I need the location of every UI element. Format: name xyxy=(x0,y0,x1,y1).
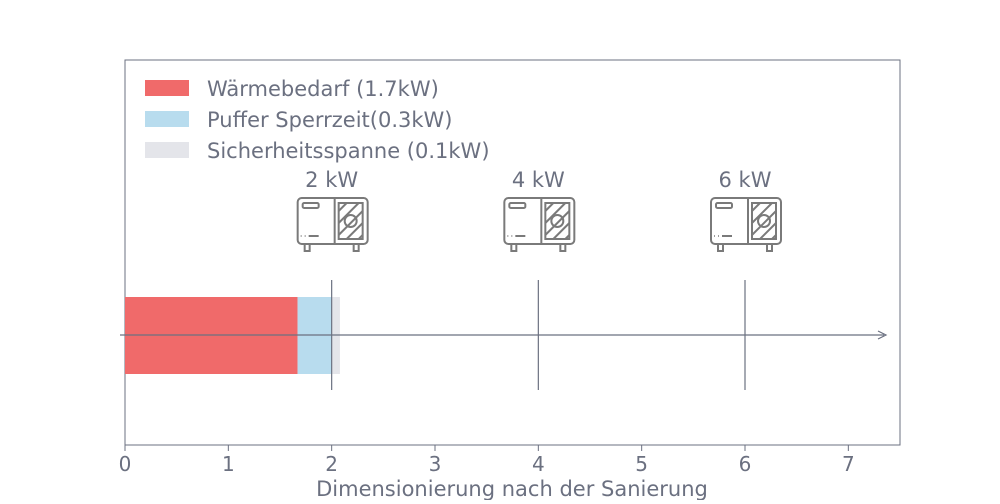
x-tick-label: 2 xyxy=(325,452,338,476)
legend-label: Sicherheitsspanne (0.1kW) xyxy=(207,139,490,163)
heat-pump-icon xyxy=(710,197,782,252)
x-tick-label: 4 xyxy=(532,452,545,476)
legend-label: Wärmebedarf (1.7kW) xyxy=(207,77,439,101)
legend-swatch xyxy=(145,80,189,96)
legend-label: Puffer Sperrzeit(0.3kW) xyxy=(207,108,453,132)
capacity-label: 2 kW xyxy=(305,168,358,192)
x-tick-label: 5 xyxy=(635,452,648,476)
legend-swatch xyxy=(145,142,189,158)
plot-frame xyxy=(124,59,901,446)
x-tick-label: 3 xyxy=(429,452,442,476)
legend-swatch xyxy=(145,111,189,127)
x-tick-label: 0 xyxy=(119,452,132,476)
x-tick-label: 6 xyxy=(739,452,752,476)
x-axis-label: Dimensionierung nach der Sanierung xyxy=(316,477,708,500)
capacity-label: 4 kW xyxy=(512,168,565,192)
x-tick-label: 7 xyxy=(842,452,855,476)
x-arrow-head xyxy=(877,330,888,340)
capacity-label: 6 kW xyxy=(719,168,772,192)
x-tick-label: 1 xyxy=(222,452,235,476)
heat-pump-icon xyxy=(503,197,576,252)
heat-pump-icon xyxy=(296,197,369,252)
